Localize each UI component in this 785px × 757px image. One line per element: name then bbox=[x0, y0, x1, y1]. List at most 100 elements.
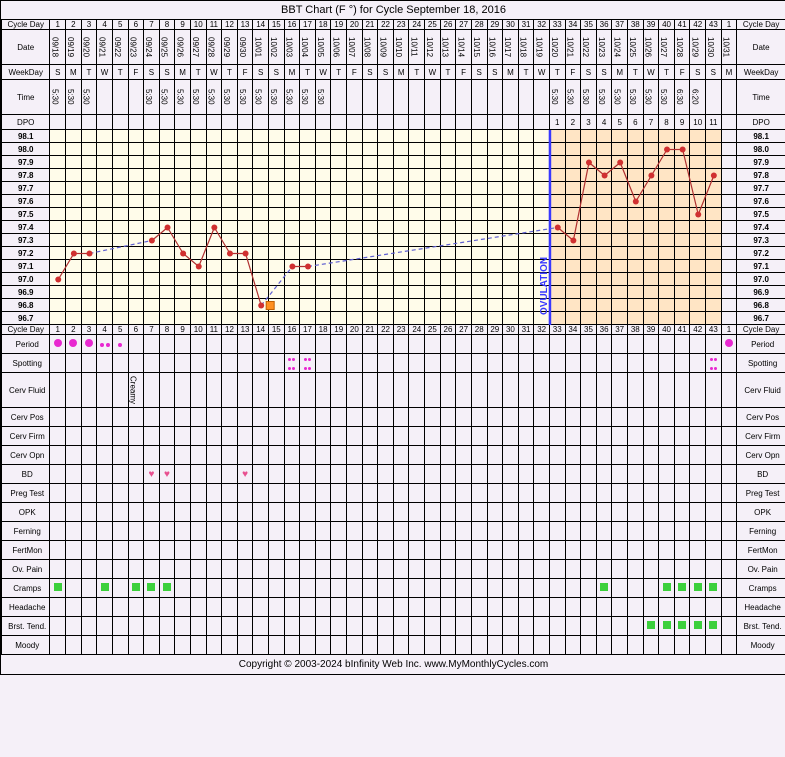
temp-cell bbox=[581, 195, 597, 208]
temp-cell bbox=[268, 156, 284, 169]
temp-cell bbox=[175, 169, 191, 182]
temp-cell bbox=[425, 143, 441, 156]
cervopn-cell bbox=[690, 446, 706, 465]
opk-cell bbox=[456, 503, 472, 522]
temp-cell bbox=[66, 312, 82, 325]
bd-cell bbox=[549, 465, 565, 484]
pregtest-cell bbox=[596, 484, 612, 503]
temp-cell bbox=[534, 208, 550, 221]
cervfirm-cell bbox=[596, 427, 612, 446]
temp-cell bbox=[706, 130, 722, 143]
temp-cell bbox=[50, 156, 66, 169]
ferning-cell bbox=[643, 522, 659, 541]
cervpos-cell bbox=[268, 408, 284, 427]
temp-cell bbox=[97, 234, 113, 247]
temp-cell bbox=[393, 182, 409, 195]
ferning-cell bbox=[393, 522, 409, 541]
cervpos-cell bbox=[487, 408, 503, 427]
moody-cell bbox=[690, 636, 706, 655]
temp-cell bbox=[581, 299, 597, 312]
temp-cell bbox=[487, 143, 503, 156]
opk-cell bbox=[128, 503, 144, 522]
cramps-icon bbox=[101, 583, 109, 591]
ferning-cell bbox=[144, 522, 160, 541]
temp-cell bbox=[674, 286, 690, 299]
temp-cell bbox=[362, 234, 378, 247]
weekday-cell: M bbox=[175, 65, 191, 80]
temp-cell bbox=[393, 312, 409, 325]
temp-cell bbox=[190, 182, 206, 195]
fertmon-cell bbox=[175, 541, 191, 560]
temp-cell bbox=[331, 169, 347, 182]
cervopn-cell bbox=[300, 446, 316, 465]
fertmon-cell bbox=[315, 541, 331, 560]
headache-cell bbox=[425, 598, 441, 617]
spotting-icon bbox=[304, 354, 312, 372]
dpo-cell bbox=[97, 115, 113, 130]
temp-cell bbox=[596, 130, 612, 143]
moody-cell bbox=[144, 636, 160, 655]
fertmon-cell bbox=[534, 541, 550, 560]
bd-cell bbox=[581, 465, 597, 484]
temp-cell bbox=[393, 234, 409, 247]
temp-cell bbox=[581, 273, 597, 286]
fertmon-cell bbox=[565, 541, 581, 560]
temp-cell bbox=[674, 299, 690, 312]
cervfirm-cell bbox=[268, 427, 284, 446]
moody-cell bbox=[393, 636, 409, 655]
temp-cell bbox=[315, 247, 331, 260]
temp-cell bbox=[503, 143, 519, 156]
date-cell: 10/31 bbox=[721, 30, 737, 65]
temp-cell bbox=[300, 286, 316, 299]
bd-cell bbox=[253, 465, 269, 484]
temp-cell bbox=[112, 299, 128, 312]
temp-cell bbox=[159, 156, 175, 169]
moody-cell bbox=[66, 636, 82, 655]
time-cell: 5:30 bbox=[253, 80, 269, 115]
fertmon-cell bbox=[128, 541, 144, 560]
fertmon-cell bbox=[518, 541, 534, 560]
temp-cell bbox=[190, 234, 206, 247]
brst-cell bbox=[50, 617, 66, 636]
opk-cell bbox=[440, 503, 456, 522]
temp-cell bbox=[331, 156, 347, 169]
ovpain-cell bbox=[628, 560, 644, 579]
temp-cell bbox=[565, 130, 581, 143]
temp-cell bbox=[534, 312, 550, 325]
temp-cell bbox=[534, 130, 550, 143]
cramps-cell bbox=[66, 579, 82, 598]
spotting-cell bbox=[659, 354, 675, 373]
temp-cell bbox=[81, 169, 97, 182]
cycle-day-cell: 6 bbox=[128, 325, 144, 335]
brst-icon bbox=[647, 621, 655, 629]
temp-cell bbox=[300, 247, 316, 260]
brst-cell bbox=[190, 617, 206, 636]
temp-cell bbox=[612, 312, 628, 325]
ovpain-cell bbox=[50, 560, 66, 579]
weekday-cell: S bbox=[706, 65, 722, 80]
cervfluid-cell bbox=[596, 373, 612, 408]
temp-cell bbox=[378, 286, 394, 299]
temp-cell bbox=[66, 221, 82, 234]
cycle-day-cell: 9 bbox=[175, 325, 191, 335]
moody-cell bbox=[706, 636, 722, 655]
cervpos-cell bbox=[628, 408, 644, 427]
opk-cell bbox=[190, 503, 206, 522]
ferning-cell bbox=[268, 522, 284, 541]
temp-cell bbox=[565, 260, 581, 273]
temp-cell bbox=[440, 260, 456, 273]
cervfirm-cell bbox=[284, 427, 300, 446]
temp-cell bbox=[409, 260, 425, 273]
brst-cell bbox=[565, 617, 581, 636]
pregtest-cell bbox=[471, 484, 487, 503]
temp-cell bbox=[144, 156, 160, 169]
time-cell: 5:30 bbox=[315, 80, 331, 115]
temp-cell bbox=[315, 182, 331, 195]
opk-cell bbox=[347, 503, 363, 522]
date-cell: 10/02 bbox=[268, 30, 284, 65]
ovpain-cell bbox=[721, 560, 737, 579]
opk-cell bbox=[81, 503, 97, 522]
time-cell: 6:30 bbox=[674, 80, 690, 115]
brst-cell bbox=[284, 617, 300, 636]
temp-cell bbox=[518, 143, 534, 156]
